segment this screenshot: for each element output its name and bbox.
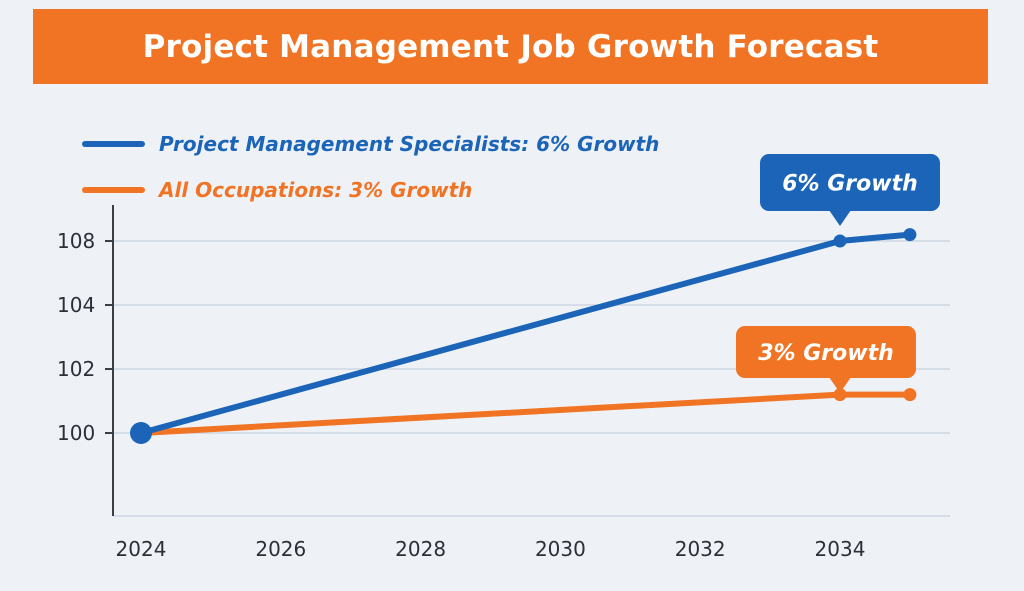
y-tick-label-102: 102	[57, 357, 95, 381]
data-point-0-2	[903, 228, 917, 242]
callout-label-1: 3% Growth	[758, 341, 894, 366]
title-banner: Project Management Job Growth Forecast	[33, 9, 988, 84]
callout-box-0	[760, 154, 940, 211]
legend-label-all: All Occupations: 3% Growth	[159, 178, 473, 202]
callout-pointer-0	[829, 210, 851, 226]
data-point-1-1	[833, 388, 847, 402]
start-point	[130, 422, 152, 444]
y-tick-label-104: 104	[57, 293, 95, 317]
data-point-1-2	[903, 388, 917, 402]
legend-label-pm: Project Management Specialists: 6% Growt…	[159, 132, 660, 156]
x-tick-label-2030: 2030	[535, 537, 586, 561]
legend-item-pm: Project Management Specialists: 6% Growt…	[82, 126, 659, 162]
legend-swatch-all	[82, 187, 145, 193]
callout-box-1	[736, 326, 916, 378]
x-tick-label-2034: 2034	[815, 537, 866, 561]
x-tick-label-2024: 2024	[116, 537, 167, 561]
callout-pointer-1	[829, 377, 851, 393]
y-tick-label-100: 100	[57, 421, 95, 445]
x-tick-label-2026: 2026	[255, 537, 306, 561]
legend-swatch-pm	[82, 141, 145, 147]
x-tick-label-2032: 2032	[675, 537, 726, 561]
legend-item-all: All Occupations: 3% Growth	[82, 172, 659, 208]
data-point-0-1	[833, 234, 847, 248]
x-tick-label-2028: 2028	[395, 537, 446, 561]
callout-label-0: 6% Growth	[782, 172, 918, 197]
y-tick-label-108: 108	[57, 229, 95, 253]
chart-title: Project Management Job Growth Forecast	[142, 28, 879, 65]
legend: Project Management Specialists: 6% Growt…	[82, 126, 659, 218]
